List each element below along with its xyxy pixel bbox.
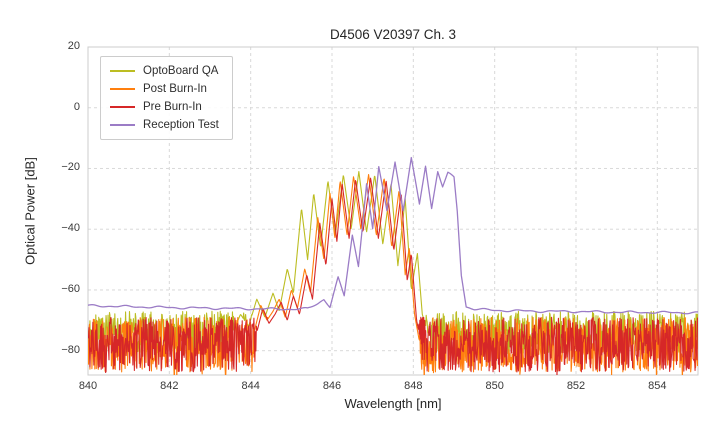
plot-canvas: [0, 0, 720, 432]
spectrum-chart-figure: D4506 V20397 Ch. 3 Wavelength [nm] Optic…: [0, 0, 720, 432]
